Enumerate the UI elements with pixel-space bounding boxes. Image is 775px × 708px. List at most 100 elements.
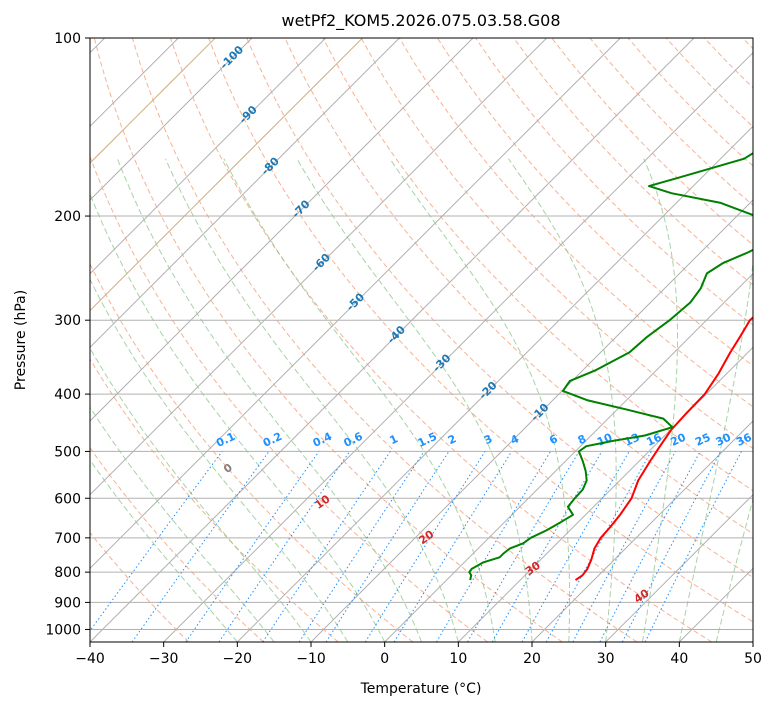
x-tick-label: 40 xyxy=(670,651,688,667)
y-tick-label: 100 xyxy=(54,31,81,47)
mixing-ratio-line xyxy=(467,451,580,642)
dry-adiabat-line xyxy=(93,38,563,642)
dry-adiabat-line xyxy=(90,358,339,642)
y-tick-label: 1000 xyxy=(45,622,81,638)
moist-adiabat-line xyxy=(165,158,459,642)
y-tick-label: 700 xyxy=(54,531,81,547)
skewed-isotherm-line xyxy=(678,567,753,642)
y-tick-label: 900 xyxy=(54,595,81,611)
moist-adiabat-line xyxy=(90,192,386,642)
dry-adiabat-line xyxy=(90,446,264,642)
moist-adiabat-line xyxy=(715,497,753,642)
x-axis-ticks: −40 −30 −20 −10 0 10 20 30 40 50 xyxy=(75,642,762,667)
plot-frame xyxy=(89,37,754,643)
outer-curve xyxy=(90,38,363,312)
dry-adiabat-line xyxy=(170,38,712,642)
skewed-isotherm-line xyxy=(310,199,753,642)
mixing-ratio-line xyxy=(521,451,630,642)
y-tick-label: 800 xyxy=(54,565,81,581)
moist-adiabat-line xyxy=(90,278,349,642)
mixing-ratio-line xyxy=(218,451,351,642)
x-tick-label: −20 xyxy=(223,651,253,667)
isobar-gridlines xyxy=(90,38,753,630)
y-tick-label: 400 xyxy=(54,387,81,403)
mixing-ratio-line xyxy=(262,451,391,642)
mixing-ratio-label: 0.4 xyxy=(311,430,334,450)
skewed-isotherm-line xyxy=(90,38,548,496)
mixing-ratio-line xyxy=(644,451,742,642)
temperature-profile-line xyxy=(574,316,753,581)
dry-adiabat-line xyxy=(322,38,753,492)
skewed-isotherm-line xyxy=(605,493,753,642)
moist-adiabat-line xyxy=(752,640,753,642)
skewed-isotherm-line xyxy=(90,38,474,422)
mixing-ratio-label: 0.2 xyxy=(261,430,284,450)
chart-annotation-labels: -100-90-80-70-60-50-40-30-20-100.1 0.2 0.4… xyxy=(214,43,754,606)
mixing-ratio-line xyxy=(435,451,552,642)
skewed-isotherm-line xyxy=(457,346,753,642)
skewed-isotherm-line xyxy=(90,38,400,349)
dry-adiabat-line xyxy=(742,38,753,50)
skewed-isotherm-line xyxy=(163,51,753,642)
skewed-isotherm-line xyxy=(384,272,753,642)
skewed-isotherm-line xyxy=(90,38,253,201)
x-tick-label: −10 xyxy=(296,651,326,667)
skewed-isotherm-line xyxy=(90,38,621,570)
mixing-ratio-line xyxy=(572,451,676,642)
y-tick-label: 200 xyxy=(54,209,81,225)
x-axis-label: Temperature (°C) xyxy=(360,681,482,697)
skewed-isotherm-line xyxy=(752,641,753,642)
skewed-isotherm-line xyxy=(90,38,327,275)
mixing-ratio-line xyxy=(298,451,425,642)
x-tick-label: 30 xyxy=(597,651,615,667)
moist-adiabat-line xyxy=(116,158,422,642)
y-tick-label: 600 xyxy=(54,491,81,507)
skewed-isotherms xyxy=(90,38,753,642)
mixing-ratio-line xyxy=(621,451,722,642)
moist-adiabat-line xyxy=(90,406,275,642)
skewed-isotherm-line xyxy=(531,420,753,642)
dry-adiabat-line xyxy=(360,38,753,450)
dry-adiabat-line xyxy=(246,38,753,578)
skewed-isotherm-line xyxy=(90,38,695,642)
mixing-ratio-label: 1 xyxy=(388,432,400,447)
y-tick-label: 500 xyxy=(54,444,81,460)
x-tick-label: 0 xyxy=(380,651,389,667)
dewpoint-profile-line xyxy=(468,151,753,581)
mixing-ratio-line xyxy=(131,451,270,642)
moist-adiabat-line xyxy=(90,459,238,642)
skewed-isotherm-line xyxy=(236,125,753,642)
dry-adiabat-label: 0 xyxy=(221,461,235,476)
y-axis-label: Pressure (hPa) xyxy=(13,290,29,390)
mixing-ratio-label: 36 xyxy=(734,431,754,449)
dry-adiabat-line xyxy=(475,38,753,326)
mixing-ratio-label: 13 xyxy=(622,431,641,449)
dry-adiabat-line xyxy=(589,38,753,206)
mixing-ratio-line xyxy=(393,451,513,642)
y-axis-ticks: 100 200 300 400 500 600 700 800 900 1000 xyxy=(45,31,90,638)
mixing-ratio-label: 3 xyxy=(482,432,494,447)
x-tick-label: −30 xyxy=(149,651,179,667)
sounding-series xyxy=(468,151,753,581)
mixing-ratio-label: 10 xyxy=(595,431,615,449)
mixing-ratio-line xyxy=(325,451,450,642)
x-tick-label: −40 xyxy=(75,651,105,667)
x-tick-label: 50 xyxy=(744,651,762,667)
mixing-ratio-lines xyxy=(90,451,742,642)
dry-adiabat-line xyxy=(90,531,190,642)
dry-adiabat-line xyxy=(665,38,753,128)
dry-adiabats xyxy=(90,38,753,642)
x-tick-label: 10 xyxy=(449,651,467,667)
mixing-ratio-line xyxy=(90,451,223,632)
x-tick-label: 20 xyxy=(523,651,541,667)
mixing-ratio-label: 25 xyxy=(693,431,712,449)
moist-adiabat-line xyxy=(678,259,753,642)
mixing-ratio-label: 20 xyxy=(669,431,689,449)
mixing-ratio-label: 30 xyxy=(714,431,734,449)
mixing-ratio-line xyxy=(545,451,652,642)
moist-adiabat-line xyxy=(223,158,496,642)
mixing-ratio-label: 0.1 xyxy=(214,430,237,450)
plot-area: -100-90-80-70-60-50-40-30-20-100.1 0.2 0.4… xyxy=(90,38,754,642)
dry-adiabat-line xyxy=(208,38,753,623)
